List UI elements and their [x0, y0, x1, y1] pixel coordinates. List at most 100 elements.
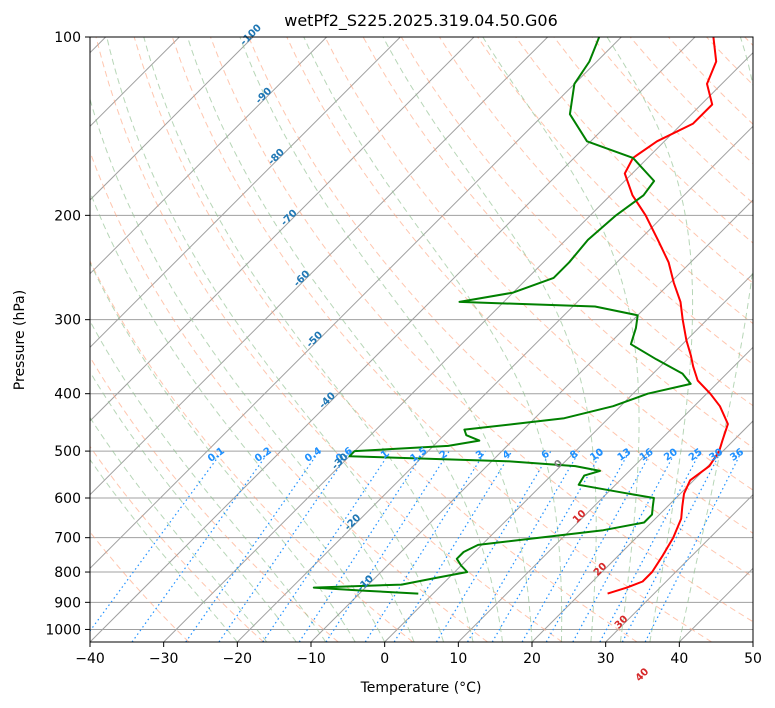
- isotherm-line: [752, 641, 753, 642]
- dry-adiabat-line: [248, 37, 753, 578]
- mixing-ratio-line: [521, 450, 631, 642]
- dry-adiabat-line: [90, 445, 264, 642]
- dry-adiabat-line: [171, 37, 712, 642]
- x-tick-label: 30: [597, 651, 615, 667]
- x-axis-label: Temperature (°C): [360, 680, 482, 696]
- mixing-ratio-label: 36: [728, 447, 746, 464]
- mixing-ratio-label: 0.4: [303, 446, 324, 465]
- isotherm-label: -50: [305, 330, 326, 351]
- mixing-ratio-line: [325, 450, 450, 642]
- isotherm-label: -70: [279, 208, 300, 229]
- isotherm-label: 40: [634, 666, 652, 684]
- mixing-ratio-line: [466, 450, 580, 642]
- dry-adiabat-line: [744, 37, 753, 47]
- isotherm-label: 30: [613, 614, 631, 632]
- background-lines: [90, 37, 753, 642]
- moist-adiabat-line: [90, 458, 238, 642]
- moist-adiabat-line: [303, 37, 563, 642]
- mixing-ratio-line: [131, 450, 270, 642]
- mixing-ratio-line: [572, 450, 677, 642]
- y-tick-label: 600: [54, 491, 81, 507]
- chart-title: wetPf2_S225.2025.319.04.50.G06: [284, 11, 558, 31]
- isotherm-line: [163, 51, 753, 642]
- moist-adiabat-line: [90, 320, 327, 642]
- isotherm-line: [90, 37, 328, 275]
- isotherm-line: [457, 346, 753, 642]
- y-tick-label: 700: [54, 531, 81, 547]
- y-tick-label: 100: [54, 30, 81, 46]
- y-axis-label: Pressure (hPa): [12, 290, 28, 390]
- x-tick-label: −10: [296, 651, 326, 667]
- dry-adiabat-line: [95, 37, 563, 642]
- mixing-ratio-label: 4: [501, 449, 513, 462]
- y-tick-label: 1000: [45, 622, 81, 638]
- dry-adiabat-line: [286, 37, 753, 534]
- isotherm-line: [236, 125, 753, 642]
- mixing-ratio-label: 13: [616, 447, 634, 464]
- temperature-profile-line: [607, 37, 729, 595]
- isotherm-line: [90, 37, 401, 349]
- isotherm-label: -20: [343, 512, 364, 533]
- moist-adiabat-line: [382, 37, 597, 642]
- isotherm-line: [678, 567, 753, 642]
- mixing-ratio-line: [364, 450, 486, 642]
- mixing-ratio-line: [218, 450, 351, 642]
- mixing-ratio-line: [185, 450, 320, 642]
- x-tick-label: 20: [523, 651, 541, 667]
- isotherm-line: [90, 37, 254, 201]
- mixing-ratio-line: [262, 450, 392, 642]
- dry-adiabat-line: [438, 37, 753, 366]
- x-tick-label: −20: [223, 651, 253, 667]
- isotherm-line: [90, 37, 475, 422]
- mixing-ratio-line: [393, 450, 513, 642]
- mixing-ratio-line: [644, 450, 743, 642]
- axes: −40 −30 −20 −10 0 10 20 30 40 5010020030040050060…: [45, 30, 762, 667]
- moist-adiabat-line: [90, 190, 386, 642]
- plot-frame: [89, 36, 754, 643]
- isotherm-line: [384, 272, 753, 642]
- isotherm-label: 0: [552, 458, 565, 471]
- x-tick-label: 40: [670, 651, 688, 667]
- y-tick-label: 300: [54, 313, 81, 329]
- isotherm-label: 10: [571, 508, 589, 526]
- isotherm-label: -90: [254, 86, 275, 107]
- mixing-ratio-line: [298, 450, 425, 642]
- y-tick-label: 400: [54, 387, 81, 403]
- dry-adiabat-line: [90, 150, 488, 642]
- data-series: [312, 37, 729, 595]
- moist-adiabat-line: [90, 97, 415, 642]
- mixing-ratio-label: 20: [662, 447, 680, 464]
- isotherm-line: [90, 37, 549, 496]
- isotherm-line: [531, 420, 753, 642]
- mixing-ratio-label: 1: [379, 449, 391, 462]
- line-labels: 0.1 0.2 0.4 0.6 1 1.5 2 3 4 6 8 10 13 16 20 25 30 36-100-…: [206, 22, 746, 684]
- dry-adiabat-line: [133, 37, 638, 642]
- dry-adiabat-line: [90, 259, 414, 642]
- x-tick-label: −30: [149, 651, 179, 667]
- moist-adiabat-line: [239, 37, 533, 642]
- mixing-ratio-label: 10: [588, 447, 606, 464]
- moist-adiabat-line: [90, 261, 356, 642]
- dry-adiabat-line: [324, 37, 753, 491]
- y-tick-label: 200: [54, 208, 81, 224]
- dry-adiabat-line: [90, 356, 339, 642]
- isotherm-line: [310, 199, 753, 642]
- y-tick-label: 900: [54, 595, 81, 611]
- isotherm-line: [605, 493, 753, 642]
- x-tick-label: −40: [75, 651, 105, 667]
- y-tick-label: 800: [54, 565, 81, 581]
- moist-adiabat-line: [143, 37, 474, 642]
- dry-adiabat-line: [210, 37, 753, 623]
- moist-adiabat-line: [106, 37, 445, 642]
- moist-adiabat-line: [90, 370, 297, 642]
- dry-adiabat-line: [515, 37, 753, 284]
- isotherm-label: -60: [292, 269, 313, 290]
- isotherm-line: [90, 37, 696, 642]
- moist-adiabat-line: [678, 37, 753, 642]
- mixing-ratio-line: [545, 450, 653, 642]
- mixing-ratio-line: [491, 450, 603, 642]
- isotherm-line: [90, 37, 622, 570]
- x-tick-label: 50: [744, 651, 762, 667]
- mixing-ratio-label: 6: [540, 449, 552, 462]
